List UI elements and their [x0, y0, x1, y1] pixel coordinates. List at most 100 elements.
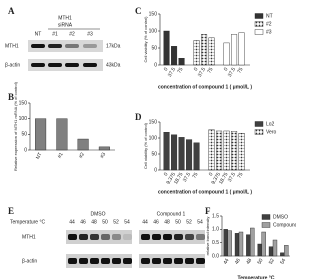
bar [261, 231, 266, 257]
y-tick-label: 0 [154, 167, 157, 173]
y-tick-label: 50 [151, 151, 157, 157]
x-tick-label: #3 [99, 151, 107, 159]
x-tick-label: 37.5 [167, 66, 177, 78]
lane-label: #2 [69, 31, 75, 37]
y-tick-label: 50 [21, 132, 27, 138]
blot-band [112, 234, 121, 240]
bar [178, 58, 185, 66]
x-tick-label: 48 [245, 257, 253, 265]
legend-swatch [254, 21, 264, 27]
y-tick-label: 100 [149, 28, 158, 34]
temperature: 54 [124, 219, 130, 225]
x-tick-label: 0 [208, 171, 215, 177]
blot-band [68, 234, 77, 240]
blot-band [48, 63, 62, 67]
y-tick-label: 150 [149, 11, 158, 17]
y-tick-label: 100 [149, 135, 158, 141]
panel-label: B [8, 92, 14, 102]
panel-label: F [205, 206, 211, 216]
x-tick-label: 37.5 [197, 66, 207, 78]
bar [208, 129, 215, 171]
bar [223, 130, 230, 171]
lane-label: #1 [52, 31, 58, 37]
blot-band [101, 258, 110, 264]
legend-swatch [254, 121, 264, 127]
blot-band [90, 258, 99, 264]
temperature: 46 [153, 219, 159, 225]
bar [231, 131, 238, 171]
blot-subheader: siRNA [58, 22, 73, 28]
bar [223, 229, 228, 257]
x-axis-label: concentration of compound 1 ( μmol/L ) [158, 189, 252, 195]
panel-label: A [8, 6, 15, 16]
bar [268, 246, 274, 257]
y-tick-label: 1.0 [212, 227, 219, 233]
x-tick-label: 0 [163, 171, 170, 177]
x-axis-label: concentration of compound 1 ( μmol/L ) [158, 84, 252, 90]
temperature: 52 [113, 219, 119, 225]
y-tick-label: 0 [24, 147, 27, 153]
bar [35, 118, 47, 151]
temperature: 46 [80, 219, 86, 225]
blot-band [123, 234, 132, 240]
bar [238, 132, 245, 171]
legend-swatch [254, 29, 264, 35]
blot-band [123, 258, 132, 264]
bar [163, 132, 170, 171]
temperature: 44 [142, 219, 148, 225]
bar [223, 42, 230, 66]
lane-label: #3 [87, 31, 93, 37]
x-tick-label: 9.375 [165, 171, 177, 185]
x-tick-label: 37.5 [182, 171, 192, 183]
bar [238, 231, 244, 257]
bar [56, 118, 68, 151]
x-tick-label: 37.5 [227, 171, 237, 183]
legend-swatch [254, 129, 264, 135]
bar [284, 245, 289, 257]
x-tick-label: 75 [236, 171, 244, 179]
bar [171, 46, 178, 66]
bar [208, 37, 215, 66]
blot-band [141, 258, 150, 264]
bar [216, 130, 223, 171]
bar [193, 40, 200, 66]
temperature: 54 [197, 219, 203, 225]
temperature: 50 [175, 219, 181, 225]
lane-label: NT [35, 31, 42, 37]
y-axis-label: Relative expression of MTH1 mRNA (% of c… [13, 81, 18, 171]
blot-band [196, 258, 205, 264]
bar [280, 252, 285, 257]
blot-band [90, 234, 99, 240]
blot-band [163, 234, 172, 240]
blot-band [174, 258, 183, 264]
y-tick-label: 150 [19, 100, 28, 106]
x-axis-label: Temperature °C [238, 275, 275, 279]
legend-swatch [254, 13, 264, 19]
bar [163, 30, 170, 66]
bar [193, 142, 200, 171]
temperature: 50 [102, 219, 108, 225]
bar [272, 239, 278, 257]
bar [186, 139, 193, 171]
temperature: 52 [186, 219, 192, 225]
x-tick-label: 0 [223, 66, 230, 72]
bar [77, 138, 89, 151]
panel-label: D [135, 112, 142, 122]
x-tick-label: #2 [78, 151, 86, 159]
blot-band [65, 63, 79, 67]
x-tick-label: 46 [234, 257, 242, 265]
panel-label: E [8, 206, 14, 216]
blot-band [141, 234, 150, 240]
size-label: 17kDa [106, 43, 121, 49]
y-axis-label: Cell viability (% of control) [143, 16, 148, 63]
legend-label: Vero [266, 129, 277, 135]
bar [98, 146, 110, 151]
group-label: Compound 1 [157, 211, 186, 217]
blot-band [83, 44, 97, 48]
blot-band [101, 234, 110, 240]
group-label: DMSO [91, 211, 106, 217]
y-tick-label: 100 [19, 116, 28, 122]
bar [234, 233, 240, 257]
y-tick-label: 0.5 [212, 240, 219, 246]
